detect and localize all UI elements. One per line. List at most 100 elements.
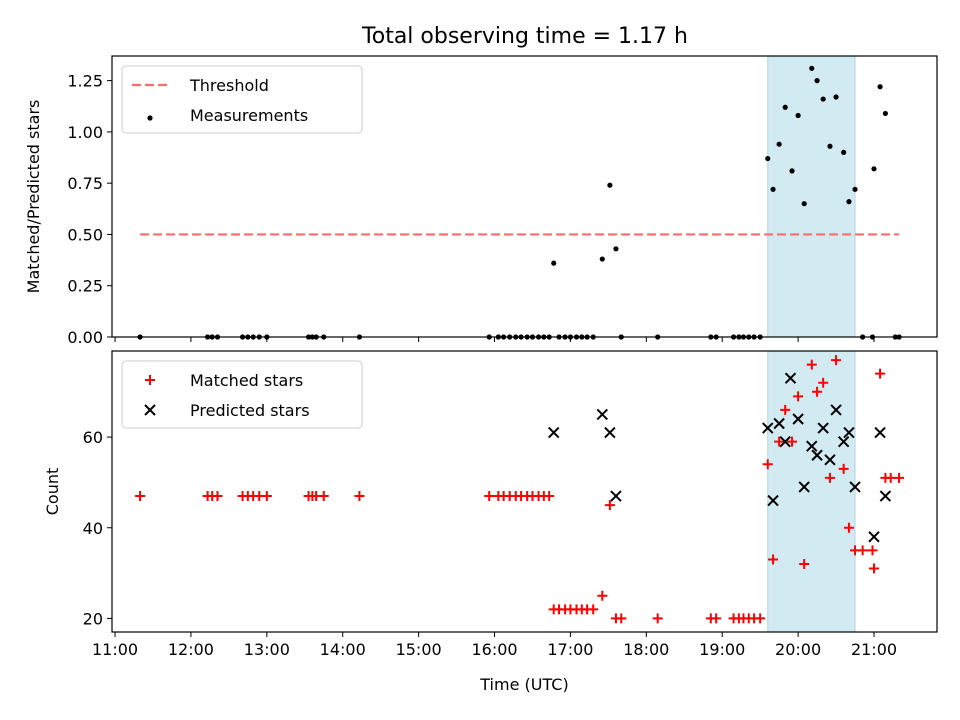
measurement-point [599, 256, 605, 262]
chart-title: Total observing time = 1.17 h [361, 24, 688, 49]
matched-star-marker [831, 355, 842, 366]
x-tick-label: 14:00 [320, 640, 366, 659]
matched-star-marker [780, 404, 791, 415]
legend-matched-swatch [145, 375, 155, 385]
y-axis-label: Count [43, 468, 62, 516]
predicted-star-marker [817, 422, 829, 434]
y-tick-label: 60 [83, 428, 103, 447]
predicted-star-marker [773, 417, 785, 430]
legend: Matched stars Predicted stars [121, 360, 363, 429]
measurement-point [841, 149, 847, 156]
legend-label: Predicted stars [190, 401, 310, 420]
measurement-point [877, 84, 883, 90]
matched-star-marker [261, 491, 272, 502]
matched-star-marker [787, 436, 798, 447]
predicted-star-marker [784, 372, 797, 384]
predicted-star-marker [806, 440, 818, 452]
matched-star-marker [875, 368, 886, 379]
measurement-point [882, 110, 888, 117]
matched-star-marker [768, 554, 779, 565]
matched-star-marker [762, 459, 773, 470]
matched-star-marker [755, 613, 766, 624]
y-tick-label: 1.25 [67, 72, 103, 91]
predicted-star-marker [811, 449, 823, 461]
measurement-point [801, 201, 807, 207]
measurement-point [833, 94, 839, 100]
measurement-point [782, 104, 788, 110]
matched-star-marker [604, 500, 615, 511]
y-tick-label: 0.50 [67, 225, 103, 244]
measurement-point [770, 186, 776, 192]
matched-star-marker [212, 491, 223, 502]
matched-star-marker [318, 491, 329, 502]
x-tick-label: 19:00 [699, 640, 745, 659]
matched-star-marker [793, 391, 804, 402]
shaded-region [767, 350, 856, 633]
matched-star-marker [812, 386, 823, 397]
predicted-star-marker [548, 426, 560, 439]
matched-star-marker [838, 463, 849, 474]
x-tick-label: 20:00 [775, 640, 821, 659]
predicted-star-marker [824, 454, 836, 466]
y-tick-label: 40 [83, 519, 103, 538]
x-tick-label: 18:00 [623, 640, 669, 659]
matched-star-marker [711, 613, 722, 624]
x-tick-label: 13:00 [244, 640, 290, 659]
y-tick-label: 0.00 [67, 328, 103, 347]
matched-star-marker [894, 472, 905, 483]
predicted-star-marker [596, 408, 609, 421]
matched-star-marker [544, 491, 555, 502]
legend-label: Measurements [190, 106, 308, 125]
measurement-point [814, 78, 820, 84]
matched-star-marker [824, 472, 835, 483]
measurement-point [852, 186, 858, 192]
x-tick-label: 11:00 [92, 640, 138, 659]
y-axis-label: Matched/Predicted stars [24, 100, 43, 294]
legend-label: Threshold [189, 76, 269, 95]
x-tick-label: 12:00 [168, 640, 214, 659]
measurement-point [765, 155, 771, 162]
legend-measurement-swatch [147, 115, 153, 121]
matched-star-marker [588, 604, 599, 615]
matched-star-marker [869, 563, 880, 574]
predicted-star-marker [604, 426, 616, 439]
matched-star-marker [885, 472, 896, 483]
y-tick-label: 0.75 [67, 174, 103, 193]
y-tick-label: 0.25 [67, 277, 103, 296]
y-tick-label: 20 [83, 609, 103, 628]
predicted-star-marker [798, 481, 810, 493]
top-panel: 0.00 0.25 0.50 0.75 1.00 1.25 Matched/Predicte… [24, 55, 938, 347]
matched-star-marker [652, 613, 663, 624]
matched-star-marker [597, 590, 608, 601]
measurement-point [809, 65, 815, 71]
matched-star-marker [857, 545, 868, 556]
x-tick-label: 17:00 [547, 640, 593, 659]
axes-frame [111, 55, 938, 338]
measurement-point [613, 246, 619, 252]
matched-star-marker [354, 491, 365, 502]
x-axis-label: Time (UTC) [479, 675, 568, 694]
matched-star-marker [818, 377, 829, 388]
x-tick-label: 15:00 [396, 640, 442, 659]
legend-box [121, 360, 363, 429]
legend: Threshold Measurements [121, 65, 363, 134]
legend-box [121, 65, 363, 134]
predicted-star-marker [792, 413, 804, 425]
measurement-point [795, 112, 801, 119]
matched-star-marker [799, 559, 810, 570]
measurement-point [789, 168, 795, 174]
predicted-star-marker [868, 531, 880, 543]
predicted-star-marker [849, 481, 861, 493]
measurement-point [551, 260, 557, 266]
predicted-star-marker [843, 426, 855, 439]
predicted-star-marker [830, 404, 842, 416]
predicted-star-marker [779, 435, 791, 448]
measurement-point [871, 166, 877, 172]
measurement-point [820, 96, 826, 102]
x-tick-label: 21:00 [851, 640, 897, 659]
legend-label: Matched stars [190, 371, 303, 390]
plot-area [135, 355, 905, 624]
matched-star-marker [135, 491, 146, 502]
predicted-star-marker [767, 494, 779, 507]
